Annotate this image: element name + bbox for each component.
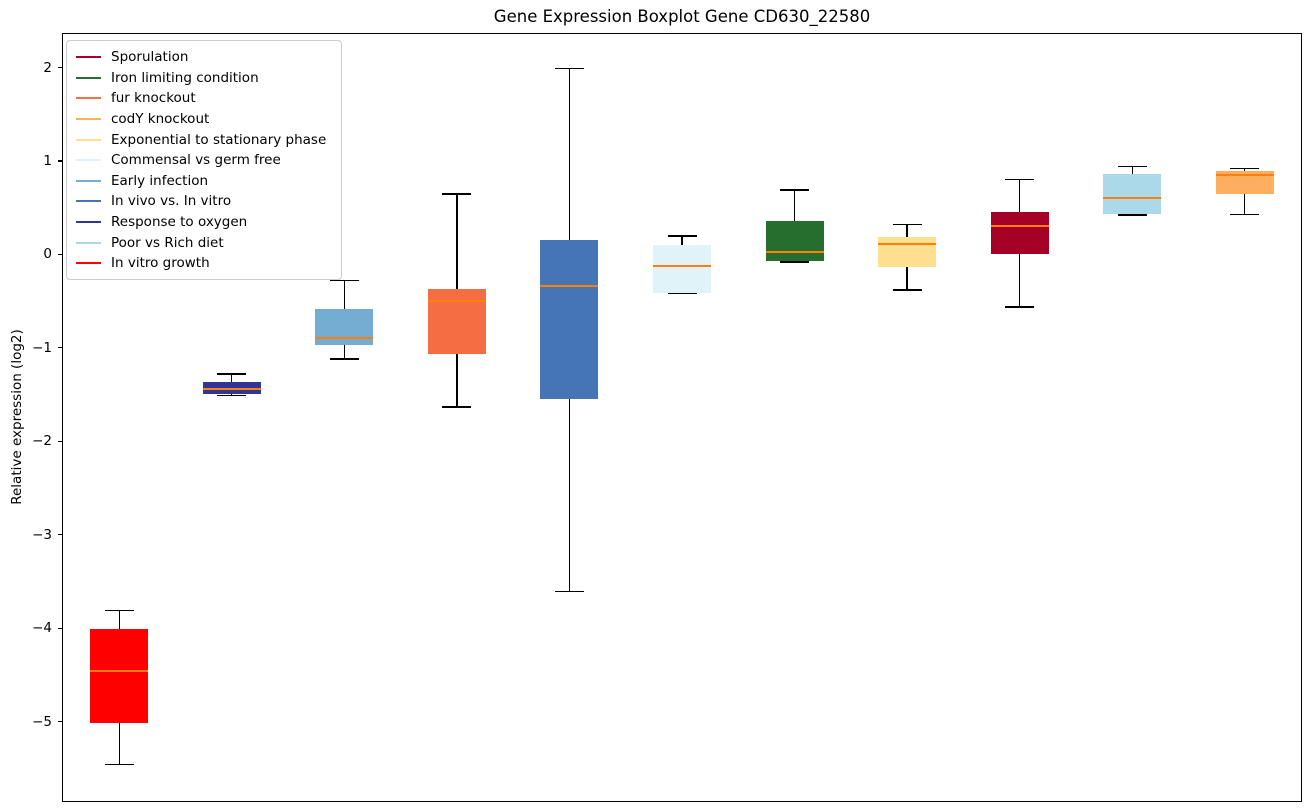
y-tick-label: −2 xyxy=(32,433,52,450)
median-line-poor-vs-rich-diet xyxy=(1103,197,1162,200)
whisker-cap-top-fur-knockout xyxy=(442,193,472,195)
legend-item: Response to oxygen xyxy=(76,212,333,233)
legend-label: In vivo vs. In vitro xyxy=(111,193,232,210)
median-line-early-infection xyxy=(315,336,374,339)
y-tick-mark xyxy=(58,253,62,255)
y-tick-label: 1 xyxy=(43,152,52,169)
median-line-exponential-to-stationary-phase xyxy=(878,243,937,246)
median-line-in-vitro-growth xyxy=(90,670,149,673)
box-poor-vs-rich-diet xyxy=(1103,174,1162,215)
whisker-cap-top-cody-knockout xyxy=(1230,167,1260,170)
legend-item: Early infection xyxy=(76,171,333,192)
median-line-iron-limiting-condition xyxy=(765,250,824,253)
median-line-response-to-oxygen xyxy=(202,388,261,390)
legend-swatch xyxy=(76,118,101,121)
median-line-sporulation xyxy=(990,225,1049,228)
median-line-cody-knockout xyxy=(1215,174,1274,177)
box-in-vitro-growth xyxy=(90,629,149,723)
legend-label: Early infection xyxy=(111,172,209,189)
y-tick-mark xyxy=(58,347,62,349)
legend-swatch xyxy=(76,56,101,59)
whisker-cap-top-exponential-to-stationary-phase xyxy=(892,223,922,226)
legend-swatch xyxy=(76,97,101,100)
legend-item: In vitro growth xyxy=(76,253,333,274)
whisker-cap-top-sporulation xyxy=(1005,178,1035,181)
y-tick-label: −3 xyxy=(32,526,52,543)
legend-swatch xyxy=(76,138,101,141)
legend-label: Commensal vs germ free xyxy=(111,152,281,169)
legend-item: Exponential to stationary phase xyxy=(76,129,333,150)
legend-swatch xyxy=(76,221,101,224)
whisker-cap-top-in-vitro-growth xyxy=(104,609,134,612)
box-sporulation xyxy=(990,212,1049,254)
median-line-commensal-vs-germ-free xyxy=(653,264,711,267)
y-tick-mark xyxy=(58,627,62,629)
y-tick-label: −1 xyxy=(32,339,52,356)
whisker-cap-bottom-exponential-to-stationary-phase xyxy=(892,289,922,291)
legend-label: Exponential to stationary phase xyxy=(111,131,327,148)
y-tick-label: −5 xyxy=(32,713,52,730)
whisker-cap-bottom-iron-limiting-condition xyxy=(780,261,810,263)
y-tick-mark xyxy=(58,534,62,536)
y-tick-mark xyxy=(58,720,62,723)
legend-item: Commensal vs germ free xyxy=(76,150,333,171)
legend-swatch xyxy=(76,262,101,265)
median-line-in-vivo-vs-in-vitro xyxy=(540,285,599,288)
legend-swatch xyxy=(76,241,101,244)
legend-item: fur knockout xyxy=(76,88,333,109)
whisker-cap-bottom-in-vitro-growth xyxy=(104,763,134,766)
box-commensal-vs-germ-free xyxy=(653,245,711,293)
whisker-cap-top-in-vivo-vs-in-vitro xyxy=(554,67,584,70)
whisker-cap-top-commensal-vs-germ-free xyxy=(667,235,697,237)
legend-swatch xyxy=(76,76,101,79)
chart-title: Gene Expression Boxplot Gene CD630_22580 xyxy=(493,7,871,26)
legend-item: codY knockout xyxy=(76,109,333,130)
y-tick-label: 2 xyxy=(43,59,52,76)
box-iron-limiting-condition xyxy=(765,220,824,261)
legend-label: Sporulation xyxy=(111,49,189,66)
legend-swatch xyxy=(76,159,101,162)
legend-label: fur knockout xyxy=(111,90,196,107)
whisker-cap-top-early-infection xyxy=(329,279,359,282)
legend-label: codY knockout xyxy=(111,111,210,128)
box-cody-knockout xyxy=(1215,171,1274,194)
whisker-cap-top-response-to-oxygen xyxy=(217,373,247,375)
whisker-cap-top-poor-vs-rich-diet xyxy=(1117,165,1147,168)
legend-item: Iron limiting condition xyxy=(76,68,333,89)
legend-label: Poor vs Rich diet xyxy=(111,234,224,251)
legend-item: Sporulation xyxy=(76,47,333,68)
legend-label: Iron limiting condition xyxy=(111,69,259,86)
y-tick-mark xyxy=(58,66,62,69)
whisker-cap-bottom-in-vivo-vs-in-vitro xyxy=(554,590,584,593)
y-tick-mark xyxy=(58,440,62,442)
legend: Sporulation Iron limiting condition fur kn… xyxy=(66,40,342,280)
y-tick-label: −4 xyxy=(32,620,52,637)
legend-label: In vitro growth xyxy=(111,255,210,272)
legend-item: Poor vs Rich diet xyxy=(76,232,333,253)
median-line-fur-knockout xyxy=(427,300,486,303)
legend-swatch xyxy=(76,200,101,203)
box-in-vivo-vs-in-vitro xyxy=(540,240,599,400)
y-tick-label: 0 xyxy=(43,246,52,263)
whisker-cap-bottom-response-to-oxygen xyxy=(217,394,247,397)
legend-label: Response to oxygen xyxy=(111,214,248,231)
whisker-cap-bottom-sporulation xyxy=(1005,306,1035,308)
whisker-cap-top-iron-limiting-condition xyxy=(780,189,810,191)
whisker-cap-bottom-early-infection xyxy=(329,358,359,360)
box-exponential-to-stationary-phase xyxy=(878,236,937,267)
whisker-cap-bottom-cody-knockout xyxy=(1230,213,1260,216)
whisker-cap-bottom-fur-knockout xyxy=(442,406,472,408)
y-tick-mark xyxy=(58,160,62,162)
whisker-cap-bottom-poor-vs-rich-diet xyxy=(1117,214,1147,216)
box-early-infection xyxy=(315,308,374,346)
legend-swatch xyxy=(76,179,101,182)
box-response-to-oxygen xyxy=(202,381,261,394)
box-fur-knockout xyxy=(427,289,486,355)
legend-item: In vivo vs. In vitro xyxy=(76,191,333,212)
whisker-cap-bottom-commensal-vs-germ-free xyxy=(667,292,697,295)
